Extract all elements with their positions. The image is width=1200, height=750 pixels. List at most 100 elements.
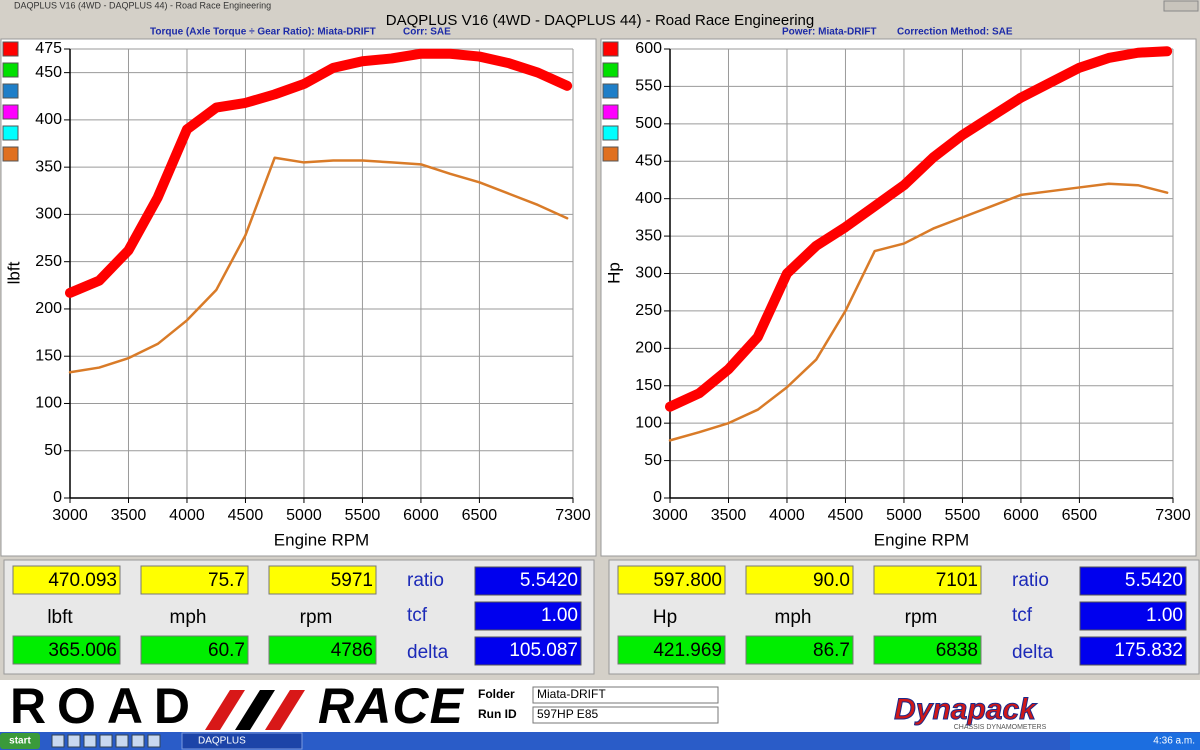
y-axis-label: Hp [604, 262, 623, 284]
data-line [68, 156, 569, 374]
channel-swatch[interactable] [602, 83, 619, 99]
window-controls[interactable] [1163, 0, 1199, 12]
y-tick-label: 300 [35, 206, 62, 223]
quick-launch-icon[interactable] [147, 734, 161, 748]
field-box [532, 686, 719, 704]
param-value: 1.00 [1146, 605, 1183, 626]
param-value: 1.00 [541, 605, 578, 626]
readout-value: 597.800 [653, 570, 722, 591]
x-tick-label: 4500 [828, 507, 864, 524]
param-value: 105.087 [509, 640, 578, 661]
x-tick-label: 5500 [345, 507, 381, 524]
x-tick-label: 3500 [111, 507, 147, 524]
readout-box [12, 635, 121, 665]
channel-swatch[interactable] [2, 146, 19, 162]
field-value: Miata-DRIFT [537, 687, 606, 701]
y-tick-label: 100 [35, 395, 62, 412]
y-axis-label: lbft [4, 261, 23, 284]
chart-subtitle: Power: Miata-DRIFT [782, 27, 876, 38]
param-label: delta [1012, 642, 1054, 663]
field-label: Run ID [478, 707, 517, 721]
channel-swatch[interactable] [2, 125, 19, 141]
x-tick-label: 5000 [886, 507, 922, 524]
task-button[interactable] [181, 732, 303, 750]
start-label: start [9, 736, 31, 747]
param-value: 5.5420 [1125, 570, 1183, 591]
channel-swatch[interactable] [602, 146, 619, 162]
readout-box [873, 635, 982, 665]
data-line [668, 182, 1169, 442]
title-bar [0, 0, 1200, 12]
logo-race: RACE [318, 678, 465, 734]
x-tick-label: 4000 [169, 507, 205, 524]
x-tick-label: 7300 [1155, 507, 1191, 524]
quick-launch-icon[interactable] [83, 734, 97, 748]
y-tick-label: 200 [35, 300, 62, 317]
y-tick-label: 250 [35, 253, 62, 270]
readout-box [745, 565, 854, 595]
quick-launch-icon[interactable] [99, 734, 113, 748]
tray [1070, 733, 1200, 750]
x-tick-label: 6500 [462, 507, 498, 524]
param-label: ratio [407, 570, 444, 591]
brand-sub: CHASSIS DYNAMOMETERS [954, 724, 1047, 731]
y-tick-label: 200 [635, 340, 662, 357]
y-tick-label: 50 [44, 442, 62, 459]
readout-unit: mph [170, 607, 207, 628]
window-caption: DAQPLUS V16 (4WD - DAQPLUS 44) - Road Ra… [14, 0, 271, 10]
param-box [1079, 636, 1187, 666]
quick-launch-icon[interactable] [115, 734, 129, 748]
channel-swatch[interactable] [602, 41, 619, 57]
y-tick-label: 450 [35, 64, 62, 81]
logo-stripe [265, 690, 305, 730]
data-line [665, 46, 1173, 412]
clock: 4:36 a.m. [1153, 736, 1195, 747]
y-tick-label: 350 [35, 158, 62, 175]
x-tick-label: 3000 [52, 507, 88, 524]
y-tick-label: 550 [635, 78, 662, 95]
y-tick-label: 0 [653, 489, 662, 506]
quick-launch-icon[interactable] [67, 734, 81, 748]
param-box [474, 636, 582, 666]
channel-swatch[interactable] [602, 125, 619, 141]
y-tick-label: 300 [635, 265, 662, 282]
readout-value: 365.006 [48, 640, 117, 661]
brand: Dynapack [894, 693, 1037, 726]
chart-subtitle: Corr: SAE [403, 27, 451, 38]
param-box [474, 601, 582, 631]
readout-box [268, 635, 377, 665]
y-tick-label: 400 [635, 190, 662, 207]
quick-launch-icon[interactable] [131, 734, 145, 748]
y-tick-label: 350 [635, 227, 662, 244]
readout-unit: lbft [47, 607, 73, 628]
x-axis-label: Engine RPM [274, 530, 369, 549]
channel-swatch[interactable] [2, 83, 19, 99]
logo-stripe [205, 690, 245, 730]
field-label: Folder [478, 687, 515, 701]
param-value: 5.5420 [520, 570, 578, 591]
start-button[interactable] [0, 733, 40, 749]
readout-unit: rpm [300, 607, 333, 628]
param-label: delta [407, 642, 449, 663]
quick-launch-icon[interactable] [51, 734, 65, 748]
y-tick-label: 500 [635, 115, 662, 132]
channel-swatch[interactable] [2, 62, 19, 78]
readout-box [140, 635, 249, 665]
channel-swatch[interactable] [2, 104, 19, 120]
y-tick-label: 150 [35, 347, 62, 364]
readout-unit: rpm [905, 607, 938, 628]
channel-swatch[interactable] [2, 41, 19, 57]
x-axis-label: Engine RPM [874, 530, 969, 549]
chart-panel [0, 38, 597, 557]
chart-subtitle: Correction Method: SAE [897, 27, 1013, 38]
readout-value: 60.7 [208, 640, 245, 661]
channel-swatch[interactable] [602, 104, 619, 120]
readout-value: 90.0 [813, 570, 850, 591]
readout-box [268, 565, 377, 595]
readout-unit: mph [775, 607, 812, 628]
channel-swatch[interactable] [602, 62, 619, 78]
x-tick-label: 6500 [1062, 507, 1098, 524]
x-tick-label: 3000 [652, 507, 688, 524]
y-tick-label: 450 [635, 152, 662, 169]
